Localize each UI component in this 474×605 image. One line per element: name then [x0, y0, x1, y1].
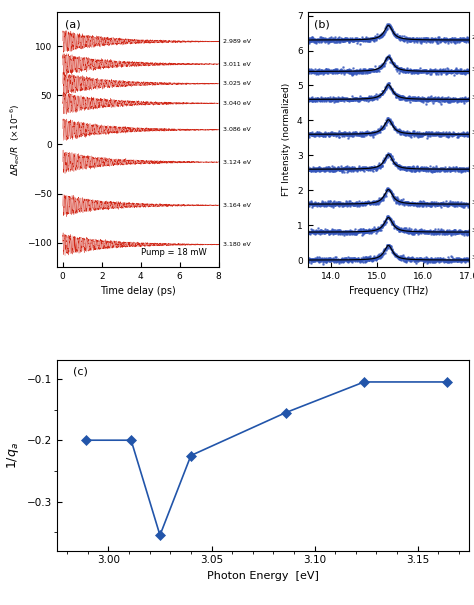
X-axis label: Frequency (THz): Frequency (THz) [349, 286, 428, 296]
Y-axis label: $1/q_a$: $1/q_a$ [5, 442, 21, 469]
Text: 2.989 eV: 2.989 eV [472, 36, 474, 41]
Text: 3.040 eV: 3.040 eV [472, 129, 474, 135]
Text: 3.124 eV: 3.124 eV [223, 160, 251, 165]
Text: 3.011 eV: 3.011 eV [223, 62, 251, 67]
Text: 2.989 eV: 2.989 eV [223, 39, 251, 44]
Text: 3.086 eV: 3.086 eV [223, 127, 251, 132]
Text: 3.025 eV: 3.025 eV [223, 81, 251, 86]
Text: 3.124 eV: 3.124 eV [472, 200, 474, 204]
Text: (c): (c) [73, 366, 88, 376]
Text: 3.164 eV: 3.164 eV [223, 203, 251, 208]
Text: Pump = 18 mW: Pump = 18 mW [141, 248, 207, 257]
Text: 3.086 eV: 3.086 eV [472, 165, 474, 169]
Text: (b): (b) [314, 20, 330, 30]
Text: 3.025 eV: 3.025 eV [472, 95, 474, 100]
Text: 3.040 eV: 3.040 eV [223, 101, 251, 106]
Text: 3.164 eV: 3.164 eV [472, 227, 474, 232]
Text: 3.180 eV: 3.180 eV [223, 242, 251, 247]
X-axis label: Photon Energy  [eV]: Photon Energy [eV] [207, 571, 319, 581]
Y-axis label: FT Intensity (normalized): FT Intensity (normalized) [283, 83, 292, 196]
Text: (a): (a) [65, 20, 81, 30]
Text: 3.011 eV: 3.011 eV [472, 67, 474, 72]
Y-axis label: $\Delta R_{eo}/R$  ($\times 10^{-6}$): $\Delta R_{eo}/R$ ($\times 10^{-6}$) [8, 103, 22, 175]
X-axis label: Time delay (ps): Time delay (ps) [100, 286, 175, 296]
Text: 3.180 eV: 3.180 eV [472, 255, 474, 261]
